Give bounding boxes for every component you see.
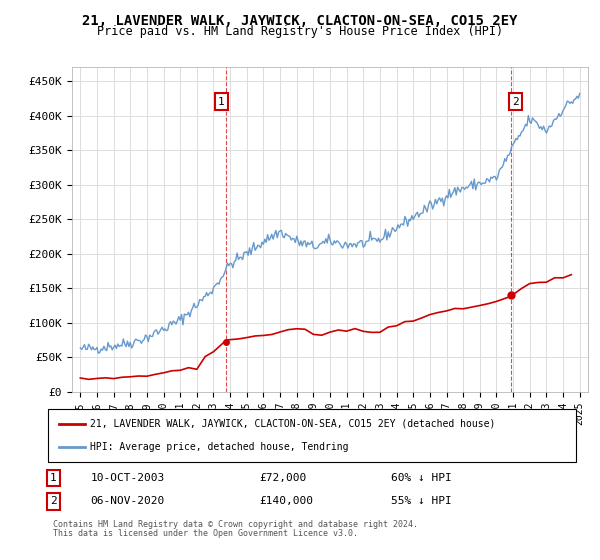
FancyBboxPatch shape <box>48 409 576 462</box>
Text: 2: 2 <box>512 97 519 107</box>
Text: HPI: Average price, detached house, Tendring: HPI: Average price, detached house, Tend… <box>90 442 349 452</box>
Text: Price paid vs. HM Land Registry's House Price Index (HPI): Price paid vs. HM Land Registry's House … <box>97 25 503 38</box>
Text: £72,000: £72,000 <box>259 473 307 483</box>
Text: 21, LAVENDER WALK, JAYWICK, CLACTON-ON-SEA, CO15 2EY: 21, LAVENDER WALK, JAYWICK, CLACTON-ON-S… <box>82 14 518 28</box>
Text: 2: 2 <box>50 496 56 506</box>
Text: £140,000: £140,000 <box>259 496 313 506</box>
Text: 1: 1 <box>218 97 225 107</box>
Text: 21, LAVENDER WALK, JAYWICK, CLACTON-ON-SEA, CO15 2EY (detached house): 21, LAVENDER WALK, JAYWICK, CLACTON-ON-S… <box>90 419 496 429</box>
Text: 06-NOV-2020: 06-NOV-2020 <box>90 496 164 506</box>
Text: 55% ↓ HPI: 55% ↓ HPI <box>391 496 452 506</box>
Text: 1: 1 <box>50 473 56 483</box>
Text: 60% ↓ HPI: 60% ↓ HPI <box>391 473 452 483</box>
Text: 10-OCT-2003: 10-OCT-2003 <box>90 473 164 483</box>
Text: Contains HM Land Registry data © Crown copyright and database right 2024.: Contains HM Land Registry data © Crown c… <box>53 520 418 529</box>
Text: This data is licensed under the Open Government Licence v3.0.: This data is licensed under the Open Gov… <box>53 529 358 539</box>
